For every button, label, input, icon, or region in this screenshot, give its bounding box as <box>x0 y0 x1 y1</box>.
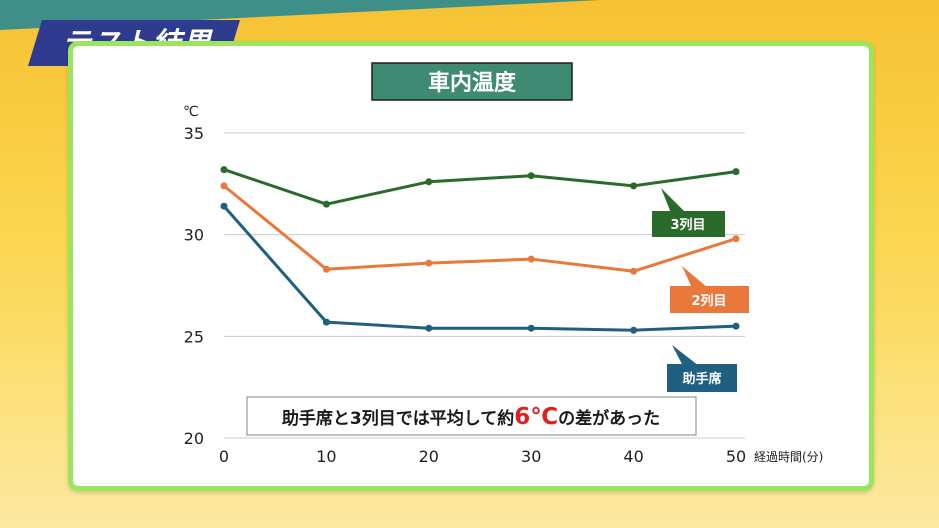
legend-third-row-label: 3列目 <box>670 217 705 233</box>
x-tick-label: 10 <box>316 447 336 466</box>
data-point-third-row <box>322 200 330 208</box>
x-tick-label: 40 <box>623 447 643 466</box>
y-tick-labels: 35 30 25 20 <box>184 124 204 448</box>
data-point-third-row <box>527 172 535 180</box>
series-line-passenger <box>222 205 737 332</box>
x-tick-label: 20 <box>419 447 439 466</box>
data-point-second-row <box>322 265 330 273</box>
legend-third-row: 3列目 <box>652 188 725 237</box>
annotation-highlight: 6℃ <box>514 404 558 430</box>
annotation-before: 助手席と3列目では平均して約 <box>282 408 514 429</box>
chart-title: 車内温度 <box>428 70 517 96</box>
data-point-second-row <box>527 255 535 263</box>
legend-passenger-box <box>667 364 737 392</box>
legend-second-row-label: 2列目 <box>691 293 726 309</box>
legend-second-row: 2列目 <box>670 266 749 313</box>
y-tick-label: 20 <box>184 429 204 448</box>
legend-passenger: 助手席 <box>667 345 737 392</box>
legend-passenger-label: 助手席 <box>682 371 721 387</box>
legend-second-row-pointer <box>682 266 708 288</box>
series-lines <box>222 168 737 332</box>
chart-title-box <box>371 62 573 101</box>
x-tick-labels: 0 10 20 30 40 50 <box>219 447 746 466</box>
data-point-third-row <box>732 168 740 176</box>
series-points <box>220 166 740 334</box>
data-point-passenger <box>425 324 433 332</box>
x-tick-label: 30 <box>521 447 541 466</box>
data-point-second-row <box>220 182 228 190</box>
data-point-third-row <box>220 166 228 174</box>
annotation-after: の差があった <box>558 408 660 429</box>
series-line-third-row <box>223 168 737 206</box>
annotation-text: 助手席と3列目では平均して約6℃の差があった <box>282 404 660 430</box>
y-tick-label: 30 <box>184 226 204 245</box>
x-tick-label: 50 <box>726 447 746 466</box>
data-point-second-row <box>732 235 740 243</box>
data-point-passenger <box>322 318 330 326</box>
legend-second-row-box <box>670 286 749 313</box>
series-line-second-row <box>223 184 737 273</box>
data-point-passenger <box>732 322 740 330</box>
data-point-passenger <box>630 326 638 334</box>
y-axis-unit: ℃ <box>183 104 199 120</box>
legend-third-row-box <box>652 211 725 237</box>
legend-passenger-pointer <box>672 345 699 366</box>
data-point-second-row <box>630 267 638 275</box>
y-tick-label: 25 <box>184 327 204 346</box>
data-point-third-row <box>425 178 433 186</box>
data-point-second-row <box>425 259 433 267</box>
annotation-box <box>246 396 697 436</box>
y-tick-label: 35 <box>184 124 204 143</box>
x-tick-label: 0 <box>219 447 229 466</box>
x-axis-label: 経過時間(分) <box>754 450 823 464</box>
data-point-passenger <box>220 202 228 210</box>
data-point-passenger <box>527 324 535 332</box>
data-point-third-row <box>630 182 638 190</box>
legend-third-row-pointer <box>661 188 686 213</box>
